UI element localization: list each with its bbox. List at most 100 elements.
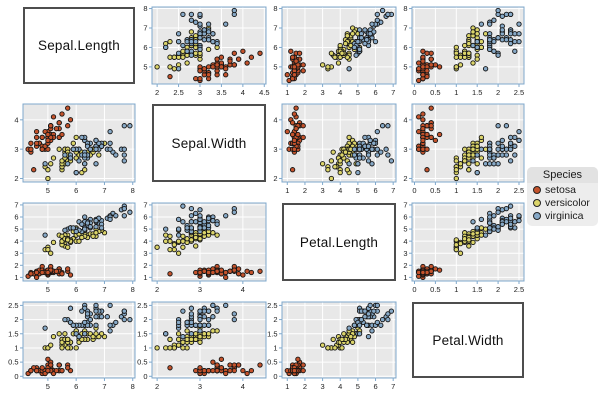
svg-text:0.5: 0.5 xyxy=(267,358,277,367)
svg-text:1: 1 xyxy=(454,285,458,294)
svg-text:1: 1 xyxy=(143,344,147,353)
svg-text:1.5: 1.5 xyxy=(472,186,482,195)
svg-text:2: 2 xyxy=(14,174,18,183)
svg-text:5: 5 xyxy=(143,62,147,71)
svg-text:2.5: 2.5 xyxy=(514,285,524,294)
svg-text:2: 2 xyxy=(155,382,159,391)
versicolor-marker-icon xyxy=(533,198,541,207)
svg-text:1: 1 xyxy=(285,88,289,97)
legend-item-virginica: virginica xyxy=(527,209,598,222)
diag-label-petal-width: Petal.Width xyxy=(412,302,524,378)
svg-text:1: 1 xyxy=(143,273,147,282)
svg-text:0.5: 0.5 xyxy=(8,358,18,367)
svg-text:0: 0 xyxy=(412,186,416,195)
svg-text:3: 3 xyxy=(403,145,407,154)
svg-text:2: 2 xyxy=(143,261,147,270)
svg-text:2: 2 xyxy=(14,261,18,270)
svg-text:0.5: 0.5 xyxy=(430,186,440,195)
svg-text:3: 3 xyxy=(198,88,202,97)
svg-text:2: 2 xyxy=(303,88,307,97)
svg-text:0: 0 xyxy=(14,372,18,381)
diag-label-petal-length: Petal.Length xyxy=(282,203,396,281)
svg-text:8: 8 xyxy=(131,186,135,195)
svg-text:2.5: 2.5 xyxy=(8,301,18,310)
svg-text:6: 6 xyxy=(273,43,277,52)
svg-text:4.5: 4.5 xyxy=(259,88,269,97)
svg-text:3: 3 xyxy=(321,88,325,97)
variable-name: Sepal.Length xyxy=(38,38,120,53)
svg-text:0: 0 xyxy=(412,285,416,294)
svg-text:3: 3 xyxy=(321,382,325,391)
svg-text:0.5: 0.5 xyxy=(430,88,440,97)
legend-item-label: setosa xyxy=(545,183,576,196)
svg-text:2: 2 xyxy=(403,261,407,270)
svg-text:5: 5 xyxy=(46,382,50,391)
variable-name: Petal.Width xyxy=(432,332,504,348)
svg-text:1.5: 1.5 xyxy=(472,88,482,97)
svg-text:6: 6 xyxy=(74,186,78,195)
legend-item-versicolor: versicolor xyxy=(527,196,598,209)
svg-text:4: 4 xyxy=(241,285,245,294)
svg-text:3: 3 xyxy=(273,145,277,154)
svg-text:5: 5 xyxy=(273,62,277,71)
svg-text:8: 8 xyxy=(131,382,135,391)
svg-text:2: 2 xyxy=(496,285,500,294)
svg-text:6: 6 xyxy=(373,382,377,391)
svg-text:4: 4 xyxy=(273,115,277,124)
svg-text:0.5: 0.5 xyxy=(137,358,147,367)
svg-text:5: 5 xyxy=(46,285,50,294)
svg-text:7: 7 xyxy=(391,382,395,391)
svg-text:1: 1 xyxy=(454,186,458,195)
svg-text:2: 2 xyxy=(303,382,307,391)
svg-text:3: 3 xyxy=(403,249,407,258)
legend-item-label: versicolor xyxy=(545,196,590,209)
svg-text:6: 6 xyxy=(403,213,407,222)
setosa-marker-icon xyxy=(533,185,541,194)
svg-text:3: 3 xyxy=(321,186,325,195)
svg-text:4: 4 xyxy=(14,237,18,246)
svg-text:5: 5 xyxy=(403,225,407,234)
svg-text:4: 4 xyxy=(338,382,342,391)
svg-text:1.5: 1.5 xyxy=(137,329,147,338)
svg-text:8: 8 xyxy=(403,4,407,13)
svg-text:3: 3 xyxy=(143,249,147,258)
svg-text:1.5: 1.5 xyxy=(472,285,482,294)
svg-text:3: 3 xyxy=(198,382,202,391)
svg-text:5: 5 xyxy=(143,225,147,234)
svg-text:5: 5 xyxy=(356,382,360,391)
svg-text:1: 1 xyxy=(273,344,277,353)
svg-text:6: 6 xyxy=(373,186,377,195)
svg-text:1: 1 xyxy=(285,382,289,391)
svg-text:2.5: 2.5 xyxy=(514,186,524,195)
svg-text:1: 1 xyxy=(285,186,289,195)
svg-text:2: 2 xyxy=(403,174,407,183)
svg-text:8: 8 xyxy=(273,4,277,13)
svg-text:2: 2 xyxy=(273,315,277,324)
svg-text:7: 7 xyxy=(403,201,407,210)
svg-text:2: 2 xyxy=(14,315,18,324)
svg-text:4: 4 xyxy=(241,382,245,391)
virginica-marker-icon xyxy=(533,211,541,220)
svg-text:2: 2 xyxy=(496,186,500,195)
svg-text:5: 5 xyxy=(46,186,50,195)
svg-text:7: 7 xyxy=(102,382,106,391)
svg-text:2: 2 xyxy=(273,174,277,183)
svg-text:0: 0 xyxy=(412,88,416,97)
svg-text:1: 1 xyxy=(14,344,18,353)
svg-text:2: 2 xyxy=(155,88,159,97)
svg-text:4: 4 xyxy=(403,115,407,124)
svg-text:8: 8 xyxy=(131,285,135,294)
svg-text:7: 7 xyxy=(391,186,395,195)
svg-text:7: 7 xyxy=(143,201,147,210)
svg-text:1: 1 xyxy=(403,273,407,282)
svg-text:4: 4 xyxy=(143,237,147,246)
svg-text:2.5: 2.5 xyxy=(173,88,183,97)
svg-text:3: 3 xyxy=(198,285,202,294)
variable-name: Petal.Length xyxy=(299,234,379,250)
svg-text:6: 6 xyxy=(403,43,407,52)
svg-text:7: 7 xyxy=(143,24,147,33)
svg-text:3.5: 3.5 xyxy=(216,88,226,97)
svg-text:2: 2 xyxy=(303,186,307,195)
